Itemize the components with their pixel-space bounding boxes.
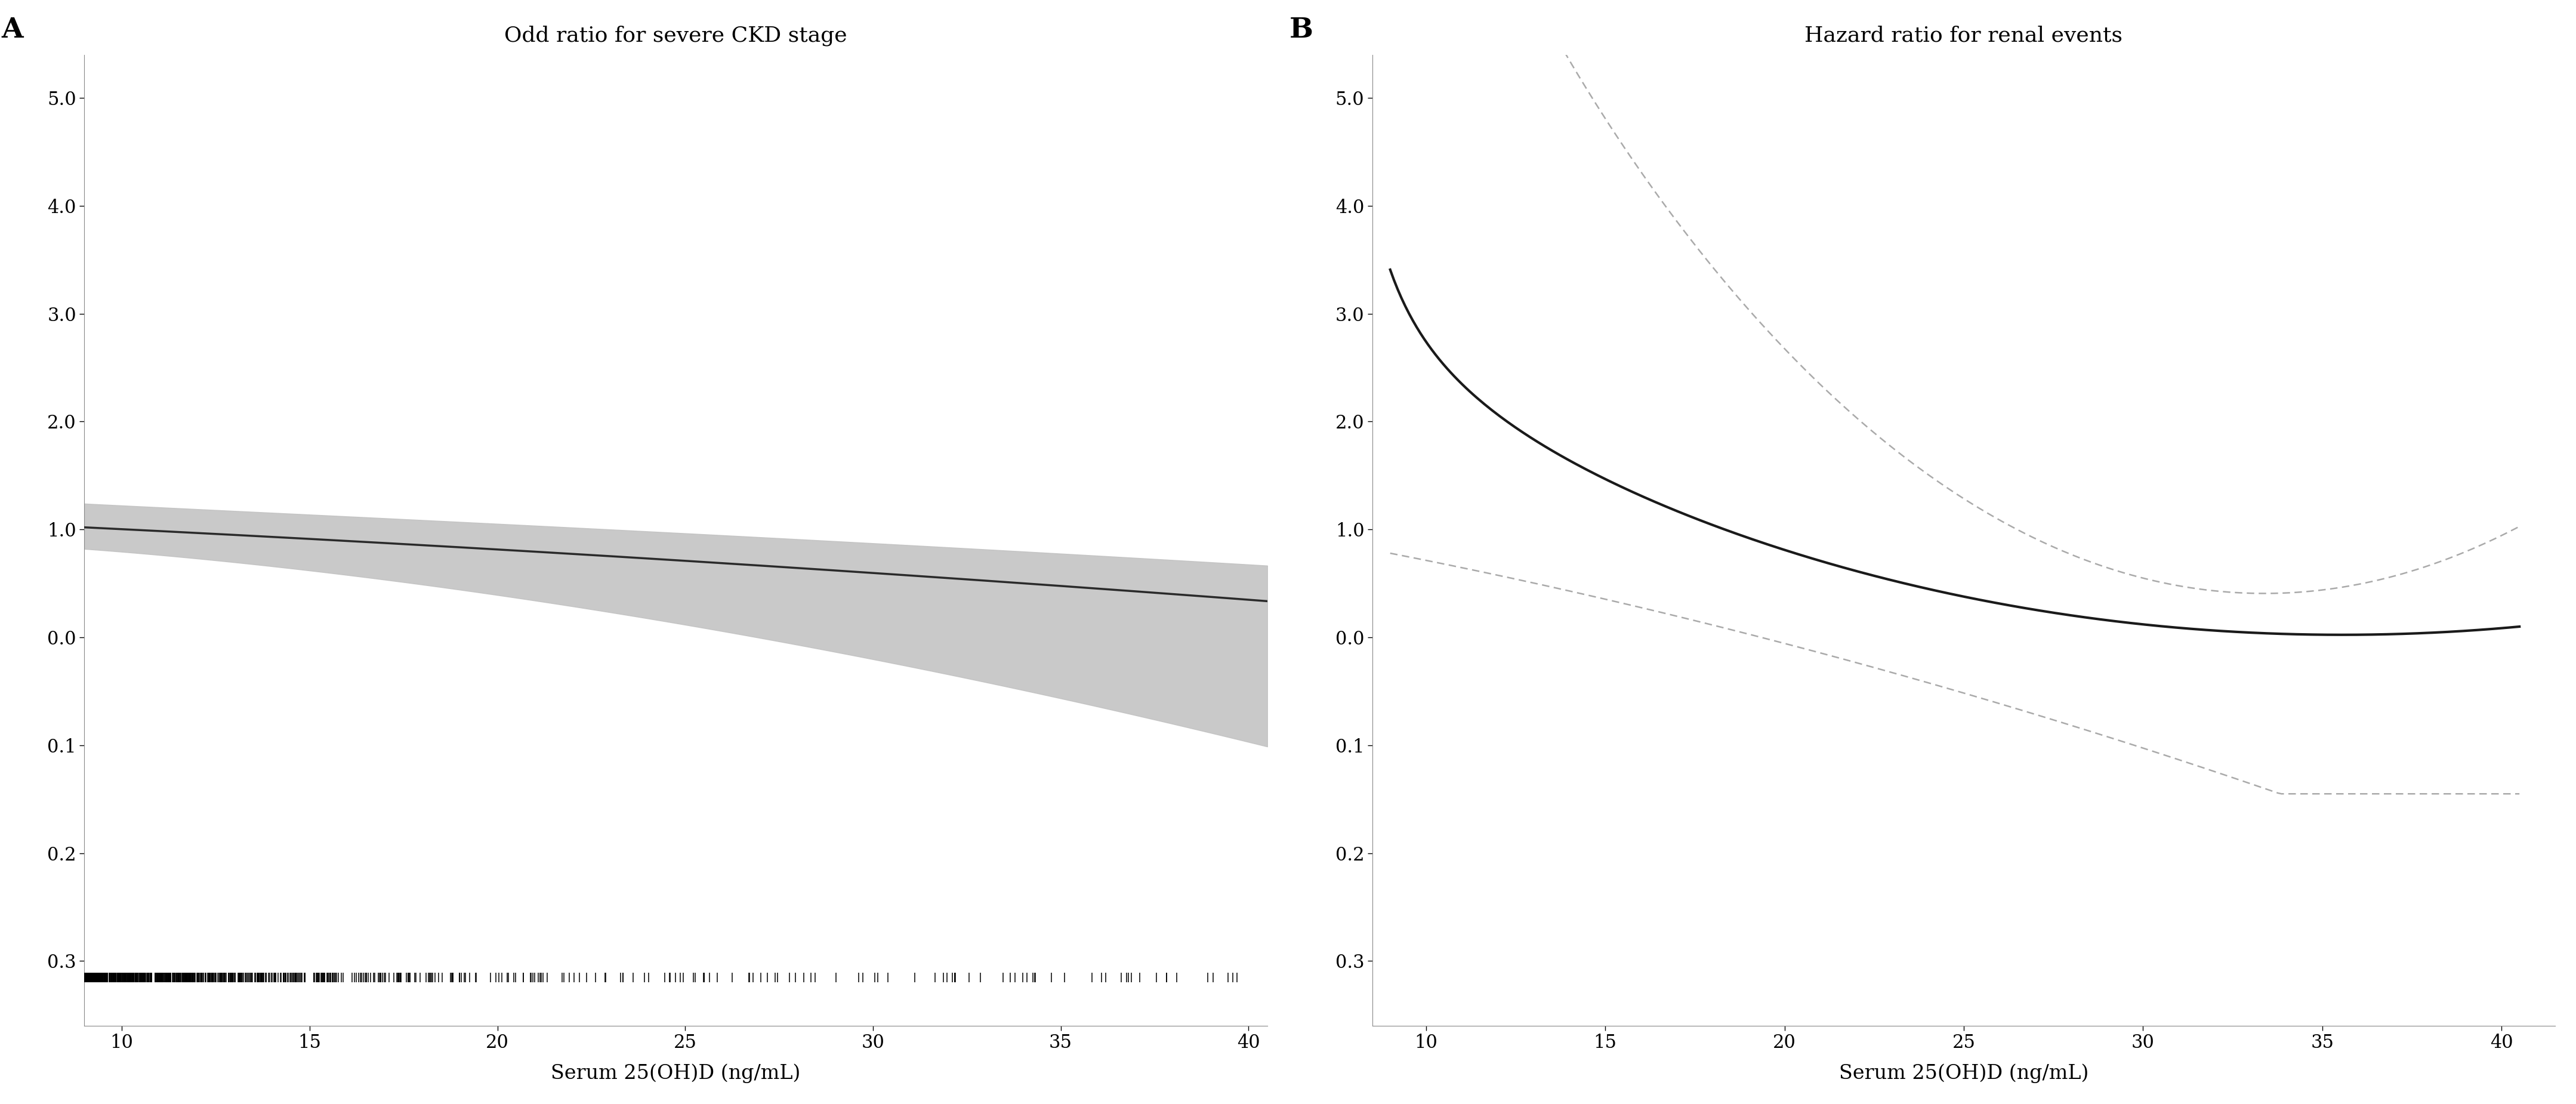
Title: Odd ratio for severe CKD stage: Odd ratio for severe CKD stage <box>505 25 848 46</box>
Text: A: A <box>3 15 23 43</box>
X-axis label: Serum 25(OH)D (ng/mL): Serum 25(OH)D (ng/mL) <box>551 1064 801 1083</box>
Text: B: B <box>1291 15 1314 43</box>
X-axis label: Serum 25(OH)D (ng/mL): Serum 25(OH)D (ng/mL) <box>1839 1064 2089 1083</box>
Title: Hazard ratio for renal events: Hazard ratio for renal events <box>1806 25 2123 45</box>
